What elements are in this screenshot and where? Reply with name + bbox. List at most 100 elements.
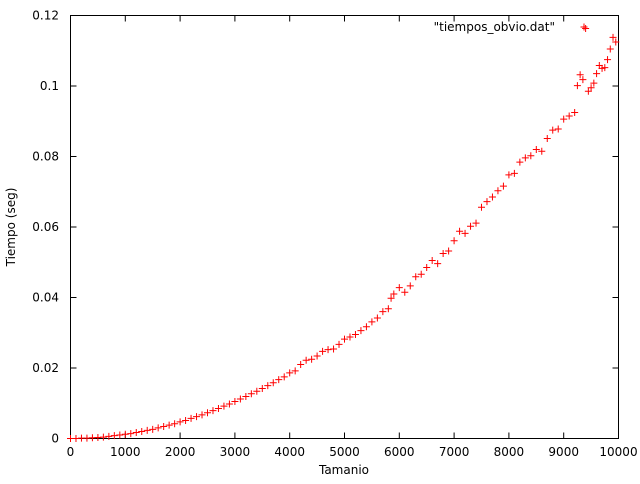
data-point bbox=[434, 260, 442, 268]
data-point bbox=[532, 145, 540, 153]
data-point bbox=[584, 87, 592, 95]
data-point bbox=[483, 198, 491, 206]
data-point bbox=[225, 400, 233, 408]
data-point bbox=[149, 425, 157, 433]
x-tick-label: 10000 bbox=[599, 445, 637, 459]
data-point bbox=[461, 229, 469, 237]
data-point bbox=[587, 84, 595, 92]
y-tick-label: 0.1 bbox=[40, 79, 59, 93]
data-point bbox=[362, 323, 370, 331]
data-point bbox=[171, 420, 179, 428]
data-point bbox=[478, 203, 485, 211]
legend: "tiempos_obvio.dat" bbox=[434, 20, 588, 34]
data-point bbox=[154, 424, 162, 432]
data-point bbox=[99, 433, 107, 441]
data-point bbox=[286, 369, 294, 377]
data-point bbox=[467, 222, 475, 230]
data-point bbox=[204, 409, 211, 417]
data-point bbox=[456, 227, 464, 235]
data-point bbox=[505, 171, 513, 179]
data-point bbox=[176, 418, 184, 426]
data-point bbox=[335, 340, 343, 348]
data-point bbox=[401, 288, 409, 296]
data-point bbox=[324, 346, 332, 354]
data-point bbox=[187, 414, 195, 422]
x-tick-label: 5000 bbox=[329, 445, 360, 459]
data-point bbox=[593, 70, 601, 78]
data-point bbox=[127, 430, 135, 438]
data-point bbox=[258, 384, 266, 392]
data-point bbox=[231, 397, 239, 405]
data-point bbox=[116, 431, 124, 439]
data-point bbox=[510, 169, 518, 177]
data-point bbox=[242, 393, 250, 401]
data-point bbox=[160, 423, 168, 431]
data-point bbox=[330, 345, 338, 353]
x-tick-label: 9000 bbox=[548, 445, 579, 459]
data-point bbox=[368, 318, 376, 326]
data-point bbox=[110, 432, 118, 440]
data-point bbox=[573, 82, 581, 90]
data-point bbox=[236, 395, 244, 403]
data-point bbox=[132, 429, 140, 437]
data-point bbox=[450, 237, 458, 245]
data-point bbox=[609, 33, 617, 41]
plot-frame bbox=[70, 15, 619, 439]
data-point bbox=[280, 373, 288, 381]
data-point bbox=[472, 219, 480, 227]
data-point bbox=[390, 290, 398, 298]
data-points bbox=[67, 25, 620, 442]
data-point bbox=[275, 376, 283, 384]
data-point bbox=[319, 347, 327, 355]
data-point bbox=[417, 270, 425, 278]
x-tick-label: 6000 bbox=[384, 445, 415, 459]
data-point bbox=[351, 331, 359, 339]
data-point bbox=[269, 379, 277, 387]
data-point bbox=[105, 432, 113, 440]
data-point bbox=[516, 158, 524, 166]
data-point bbox=[302, 356, 310, 364]
y-tick-label: 0.02 bbox=[32, 361, 59, 375]
legend-label: "tiempos_obvio.dat" bbox=[434, 20, 555, 34]
data-point bbox=[379, 308, 387, 316]
data-point bbox=[264, 382, 272, 390]
data-point bbox=[291, 367, 299, 375]
data-point bbox=[582, 25, 590, 33]
y-tick-label: 0.08 bbox=[32, 150, 59, 164]
axis-tick-labels: 0 1000 2000 3000 4000 5000 6000 7000 8000 9000 100… bbox=[32, 9, 637, 460]
data-point bbox=[576, 71, 584, 79]
data-point bbox=[297, 360, 305, 368]
x-axis-label: Tamanio bbox=[318, 463, 369, 477]
y-tick-label: 0.04 bbox=[32, 291, 59, 305]
x-tick-label: 4000 bbox=[274, 445, 305, 459]
y-tick-label: 0 bbox=[51, 432, 59, 446]
x-tick-label: 1000 bbox=[110, 445, 141, 459]
x-tick-label: 8000 bbox=[494, 445, 525, 459]
x-tick-label: 0 bbox=[67, 445, 75, 459]
data-point bbox=[412, 273, 420, 281]
data-point bbox=[601, 64, 609, 72]
data-point bbox=[606, 45, 614, 53]
data-point bbox=[423, 264, 431, 272]
data-point bbox=[428, 256, 436, 264]
data-point bbox=[604, 56, 612, 64]
data-point bbox=[346, 333, 354, 341]
data-point bbox=[488, 193, 496, 201]
data-point bbox=[182, 417, 190, 425]
data-point bbox=[406, 282, 414, 290]
data-point bbox=[579, 76, 587, 84]
y-tick-label: 0.12 bbox=[32, 9, 59, 23]
data-point bbox=[384, 305, 392, 313]
data-point bbox=[165, 421, 173, 429]
data-point bbox=[357, 327, 365, 335]
data-point bbox=[373, 314, 381, 322]
data-point bbox=[521, 154, 529, 162]
data-point bbox=[527, 152, 535, 160]
data-point bbox=[214, 405, 222, 413]
data-point bbox=[308, 355, 316, 363]
data-point bbox=[445, 247, 453, 255]
data-point bbox=[143, 426, 151, 434]
axis-ticks bbox=[70, 15, 619, 439]
